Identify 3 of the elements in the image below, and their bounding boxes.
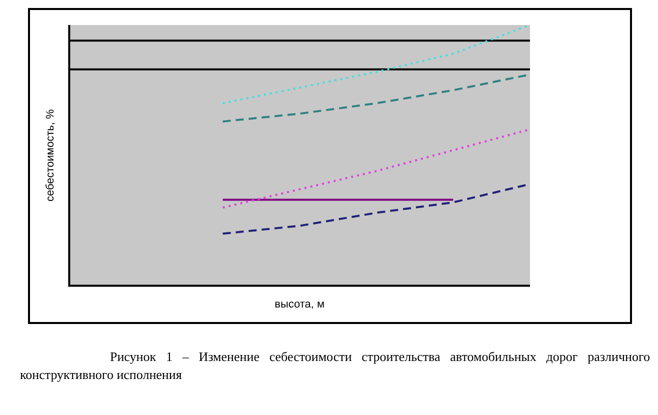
text: Рисунок 1 – Изменение себестоимости строительства автомобильных дорог различного конструктивного исполнения	[20, 348, 650, 384]
x-axis-title: высота, м	[274, 298, 325, 310]
y-axis-title: себестоимость, %	[44, 109, 57, 202]
